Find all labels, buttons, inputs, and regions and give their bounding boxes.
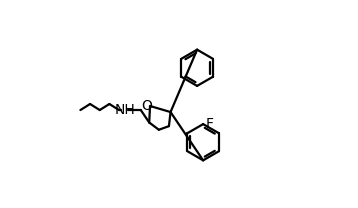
Text: F: F	[206, 117, 214, 131]
Text: NH: NH	[114, 103, 135, 117]
Text: O: O	[141, 99, 152, 113]
